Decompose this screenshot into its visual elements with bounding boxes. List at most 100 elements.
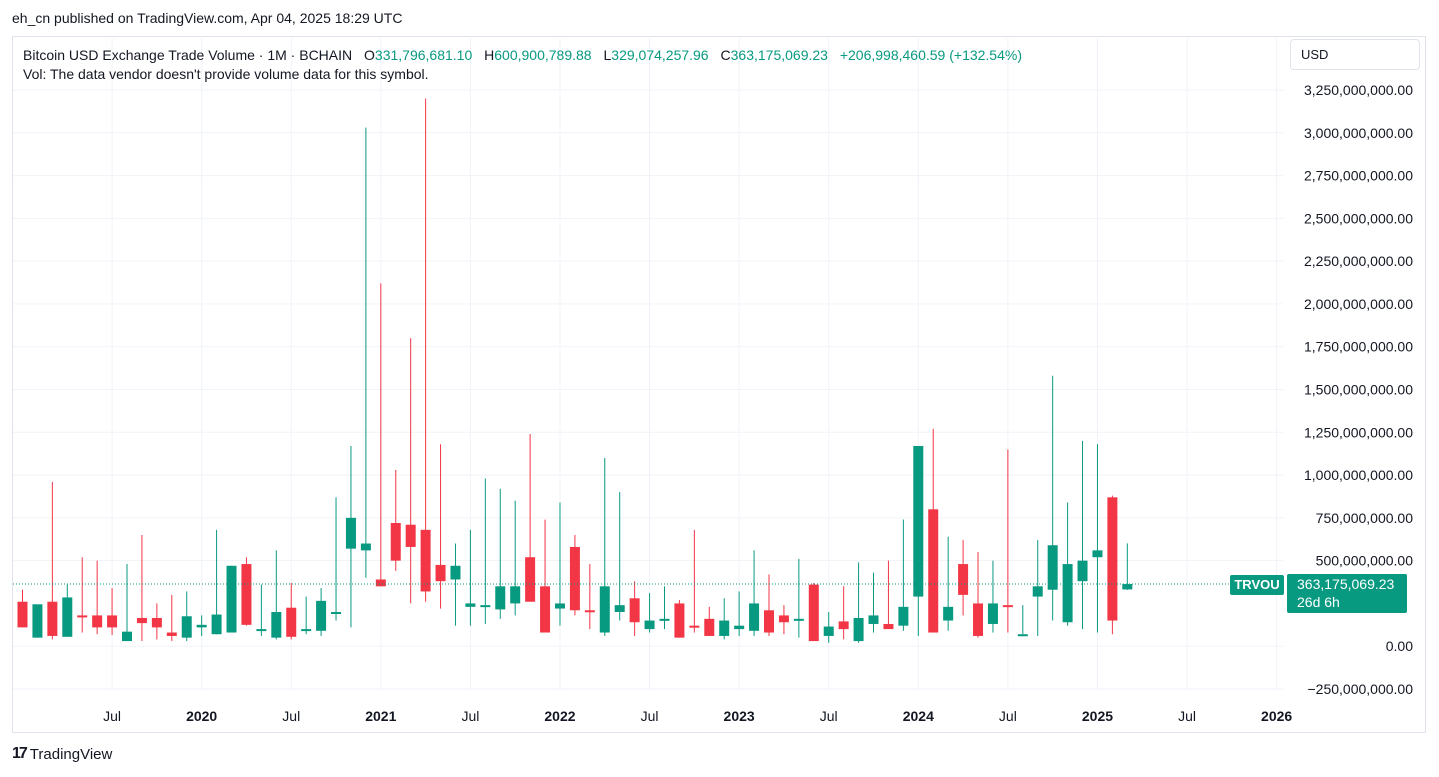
- candle-body: [32, 604, 43, 638]
- candle: [644, 593, 655, 633]
- candle: [734, 591, 745, 636]
- candle-body: [196, 624, 207, 628]
- time-tick-label: Jul: [461, 708, 479, 724]
- candle-body: [808, 584, 819, 642]
- candle-body: [62, 597, 73, 637]
- candle-body: [316, 600, 327, 631]
- open-label: O: [364, 47, 375, 63]
- candle: [704, 606, 715, 636]
- candle: [495, 488, 506, 619]
- candle-body: [122, 631, 133, 642]
- candle: [1002, 449, 1013, 633]
- candle-body: [211, 614, 222, 635]
- low-label: L: [603, 47, 612, 63]
- candle: [540, 519, 551, 633]
- candle-body: [525, 557, 536, 602]
- candles: [17, 98, 1133, 643]
- close-label: C: [720, 47, 731, 63]
- candle-body: [301, 629, 312, 632]
- candle-body: [450, 565, 461, 580]
- candle: [1122, 543, 1133, 590]
- candle-body: [883, 623, 894, 630]
- candle-body: [375, 579, 386, 587]
- candle-body: [898, 606, 909, 626]
- candle: [465, 529, 476, 626]
- candle: [629, 581, 640, 636]
- candle: [151, 603, 162, 640]
- candle-body: [958, 564, 969, 595]
- time-tick-label: 2026: [1261, 708, 1292, 724]
- candle: [32, 604, 43, 638]
- time-tick-label: 2020: [186, 708, 217, 724]
- candle-body: [1032, 586, 1043, 597]
- candle: [778, 605, 789, 635]
- candle: [868, 572, 879, 633]
- candle-body: [734, 625, 745, 630]
- candle-body: [345, 517, 356, 549]
- candle: [823, 611, 834, 643]
- price-tick-label: 1,250,000,000.00: [1304, 424, 1413, 440]
- price-tick-label: 3,000,000,000.00: [1304, 125, 1413, 141]
- high-label: H: [484, 47, 495, 63]
- currency-button[interactable]: USD: [1290, 39, 1420, 70]
- high-value: 600,900,789.88: [494, 47, 592, 63]
- price-tick-label: 500,000,000.00: [1316, 553, 1414, 569]
- candle: [883, 560, 894, 630]
- candle: [435, 444, 446, 609]
- candle-body: [1062, 564, 1073, 623]
- candle-body: [271, 611, 282, 638]
- candle: [92, 560, 103, 635]
- price-axis: 3,250,000,000.00 3,000,000,000.00 2,750,00…: [1304, 82, 1413, 697]
- candle: [196, 615, 207, 636]
- candle-body: [510, 586, 521, 604]
- time-tick-label: 2022: [544, 708, 575, 724]
- candle: [584, 564, 595, 630]
- candle: [973, 552, 984, 638]
- bar-countdown: 26d 6h: [1297, 594, 1340, 610]
- candle-body: [390, 522, 401, 561]
- candle: [360, 127, 371, 578]
- price-tick-label: 2,000,000,000.00: [1304, 296, 1413, 312]
- candle-body: [749, 603, 760, 631]
- candle-body: [838, 621, 849, 630]
- candle: [719, 598, 730, 640]
- candle-body: [480, 605, 491, 608]
- candle-body: [704, 618, 715, 636]
- candle: [375, 283, 386, 587]
- candle: [256, 584, 267, 636]
- candle: [1032, 540, 1043, 636]
- candle-body: [778, 615, 789, 623]
- time-tick-label: Jul: [282, 708, 300, 724]
- candle-body: [764, 610, 774, 633]
- candle: [793, 558, 804, 638]
- candle-body: [644, 620, 655, 630]
- candle-body: [107, 615, 118, 628]
- candle: [1077, 440, 1088, 630]
- tradingview-logo-icon: 17: [12, 745, 28, 762]
- candle-body: [1002, 605, 1013, 608]
- candle: [943, 536, 954, 631]
- candle: [241, 557, 252, 626]
- candle: [913, 445, 924, 636]
- candle-body: [987, 603, 998, 624]
- candle: [390, 469, 401, 571]
- candle: [316, 588, 327, 636]
- candle: [211, 529, 222, 635]
- time-axis: Jul 2020 Jul 2021 Jul 2022 Jul 2023 Jul 2024 Jul 20…: [103, 708, 1292, 724]
- candle: [136, 534, 147, 642]
- candle: [838, 586, 849, 640]
- candle: [166, 594, 177, 642]
- candle-body: [136, 617, 147, 624]
- candle-body: [47, 601, 58, 636]
- candle-body: [1107, 497, 1118, 621]
- last-price-tag: 363,175,069.23 26d 6h: [1287, 574, 1407, 613]
- candle: [405, 338, 416, 604]
- candle: [898, 519, 909, 631]
- candle-body: [1092, 550, 1103, 558]
- candle: [1047, 375, 1058, 621]
- candle: [749, 550, 760, 636]
- tradingview-logo[interactable]: 17 TradingView: [12, 745, 112, 763]
- candle: [181, 591, 192, 642]
- candle: [47, 481, 58, 640]
